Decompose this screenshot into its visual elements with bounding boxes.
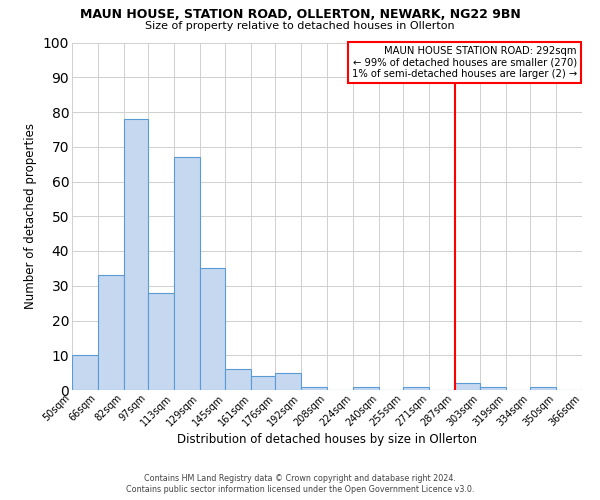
Bar: [301, 386, 327, 390]
Text: MAUN HOUSE STATION ROAD: 292sqm
← 99% of detached houses are smaller (270)
1% of: MAUN HOUSE STATION ROAD: 292sqm ← 99% of…: [352, 46, 577, 79]
Bar: [403, 386, 428, 390]
Text: Contains HM Land Registry data © Crown copyright and database right 2024.
Contai: Contains HM Land Registry data © Crown c…: [126, 474, 474, 494]
Y-axis label: Number of detached properties: Number of detached properties: [24, 123, 37, 309]
Bar: [173, 157, 200, 390]
Bar: [199, 268, 226, 390]
Bar: [455, 383, 481, 390]
X-axis label: Distribution of detached houses by size in Ollerton: Distribution of detached houses by size …: [177, 434, 477, 446]
Bar: [72, 355, 98, 390]
Text: Size of property relative to detached houses in Ollerton: Size of property relative to detached ho…: [145, 21, 455, 31]
Bar: [582, 386, 600, 390]
Text: MAUN HOUSE, STATION ROAD, OLLERTON, NEWARK, NG22 9BN: MAUN HOUSE, STATION ROAD, OLLERTON, NEWA…: [80, 8, 520, 20]
Bar: [353, 386, 379, 390]
Bar: [530, 386, 556, 390]
Bar: [251, 376, 275, 390]
Bar: [275, 372, 301, 390]
Bar: [124, 119, 148, 390]
Bar: [148, 292, 173, 390]
Bar: [98, 276, 124, 390]
Bar: [481, 386, 506, 390]
Bar: [226, 369, 251, 390]
